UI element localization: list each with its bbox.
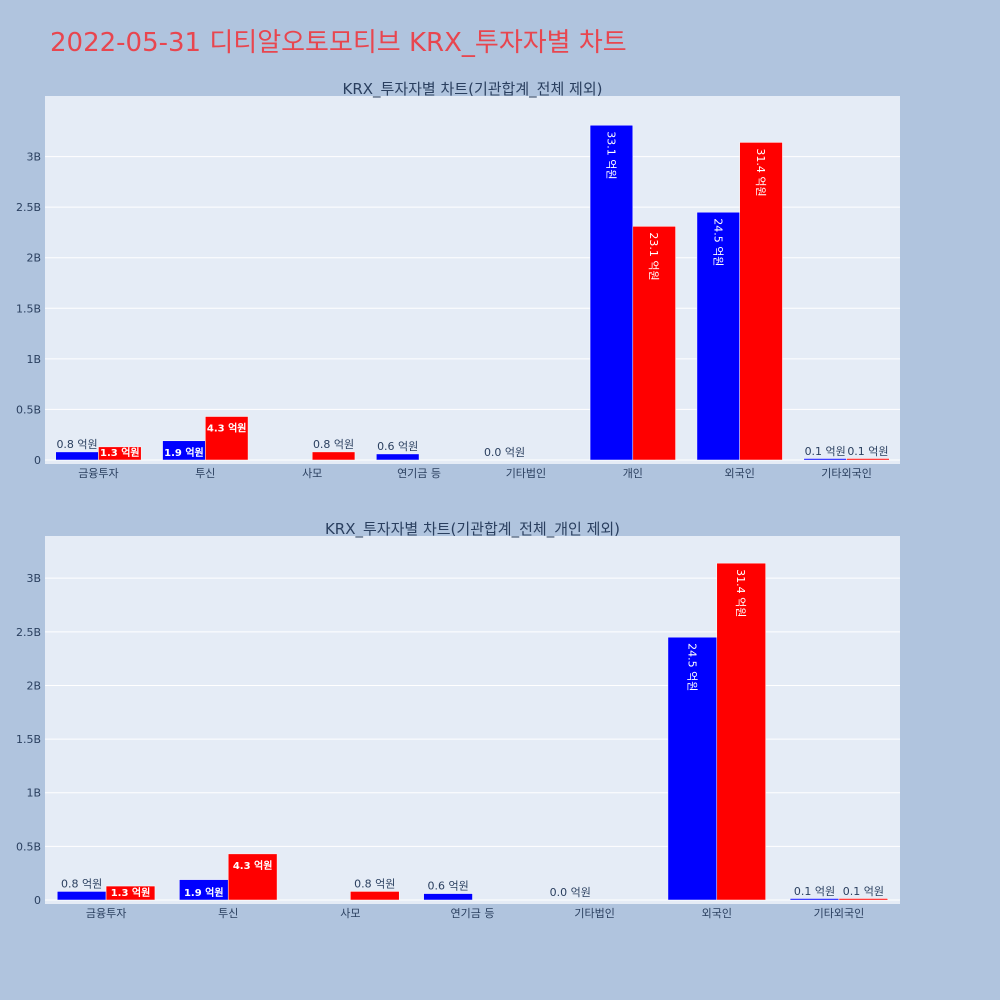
x-tick-label: 개인 (623, 467, 643, 480)
x-tick-label: 사모 (340, 907, 360, 920)
bar (105, 885, 156, 901)
data-label: 31.4 억원 (754, 148, 767, 196)
data-label: 0.1 억원 (843, 885, 884, 898)
data-label: 0.6 억원 (377, 440, 418, 453)
y-tick-label: 2.5B (16, 201, 41, 214)
y-tick-label: 0.5B (16, 840, 41, 853)
x-tick-label: 금융투자 (86, 907, 126, 920)
bar (632, 226, 676, 461)
y-tick-label: 2B (26, 679, 41, 692)
bar (789, 898, 840, 901)
data-label: 0.1 억원 (805, 445, 846, 458)
x-tick-label: 기타외국인 (814, 907, 865, 920)
chart-title: KRX_투자자별 차트(기관합계_전체 제외) (343, 80, 603, 99)
x-tick-label: 기타법인 (506, 467, 546, 480)
data-label: 24.5 억원 (685, 643, 698, 691)
data-label: 33.1 억원 (604, 131, 617, 179)
chart-title: KRX_투자자별 차트(기관합계_전체_개인 제외) (325, 520, 620, 539)
bar (205, 416, 249, 461)
data-label: 4.3 억원 (233, 859, 273, 872)
data-label: 0.8 억원 (56, 438, 97, 451)
page-title: 2022-05-31 디티알오토모티브 KRX_투자자별 차트 (50, 28, 627, 58)
data-label: 0.8 억원 (354, 877, 395, 890)
data-label: 0.1 억원 (847, 445, 888, 458)
data-label: 24.5 억원 (711, 218, 724, 266)
bar (838, 898, 889, 901)
bar (423, 893, 473, 901)
bar (716, 562, 766, 901)
data-label: 1.3 억원 (100, 446, 140, 459)
x-tick-label: 투신 (218, 907, 238, 920)
bar (846, 458, 890, 461)
data-label: 0.0 억원 (550, 886, 591, 899)
bar (55, 451, 99, 461)
data-label: 1.9 억원 (184, 886, 224, 899)
data-label: 0.1 억원 (794, 885, 835, 898)
y-tick-label: 1.5B (16, 302, 41, 315)
bar (350, 891, 400, 901)
plot-area (45, 536, 900, 904)
data-label: 1.9 억원 (164, 446, 204, 459)
data-label: 0.8 억원 (313, 438, 354, 451)
bar (98, 446, 142, 461)
y-tick-label: 0 (34, 454, 41, 467)
x-tick-label: 외국인 (702, 907, 732, 920)
data-label: 23.1 억원 (647, 232, 660, 280)
y-tick-label: 1.5B (16, 733, 41, 746)
bar (56, 891, 107, 901)
bar (227, 853, 278, 901)
y-tick-label: 3B (26, 151, 41, 164)
data-label: 1.3 억원 (111, 886, 151, 899)
x-tick-label: 연기금 등 (451, 907, 495, 920)
y-tick-label: 0.5B (16, 403, 41, 416)
data-label: 4.3 억원 (207, 422, 247, 435)
x-tick-label: 금융투자 (78, 467, 118, 480)
x-tick-label: 투신 (195, 467, 215, 480)
x-tick-label: 기타법인 (574, 907, 614, 920)
chart-top: KRX_투자자별 차트(기관합계_전체 제외) 0 0.5B 1B 1.5B 2B 2.5B… (16, 80, 900, 480)
data-label: 0.0 억원 (484, 446, 525, 459)
x-tick-label: 외국인 (725, 467, 755, 480)
bar (589, 124, 634, 461)
y-tick-label: 1B (26, 353, 41, 366)
bar (311, 451, 356, 461)
x-tick-label: 기타외국인 (821, 467, 872, 480)
x-tick-label: 사모 (302, 467, 322, 480)
y-tick-label: 0 (34, 894, 41, 907)
chart-bottom: KRX_투자자별 차트(기관합계_전체_개인 제외) 0 0.5B 1B 1.5B 2B 2… (16, 520, 900, 920)
y-tick-label: 2.5B (16, 626, 41, 639)
bar (803, 458, 847, 461)
x-tick-label: 연기금 등 (397, 467, 441, 480)
data-label: 0.6 억원 (427, 880, 468, 893)
bar (376, 453, 420, 461)
bar (667, 636, 718, 901)
bar (739, 142, 783, 461)
bar (696, 211, 740, 461)
y-tick-label: 3B (26, 572, 41, 585)
data-label: 0.8 억원 (61, 877, 102, 890)
data-label: 31.4 억원 (734, 569, 747, 617)
y-tick-label: 1B (26, 787, 41, 800)
y-tick-label: 2B (26, 252, 41, 265)
